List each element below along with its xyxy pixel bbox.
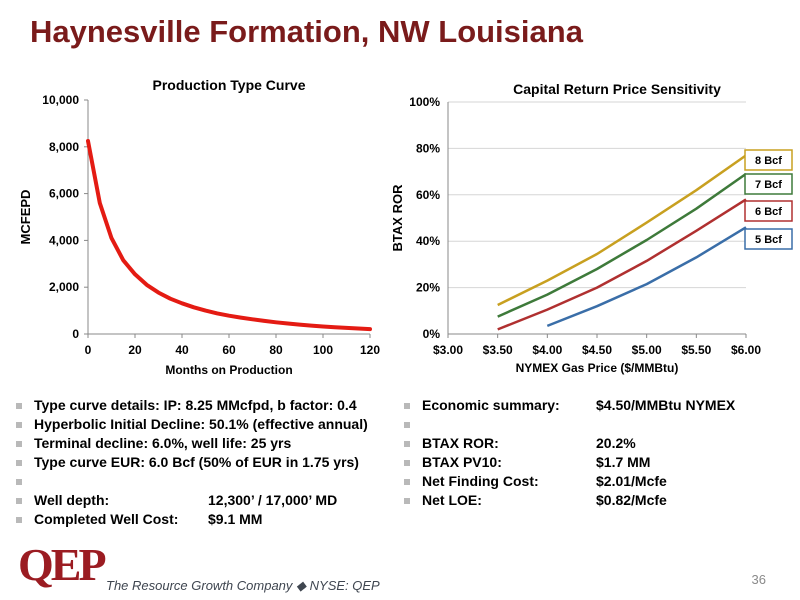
production-type-curve-chart: Production Type Curve 0 2,000 4,000 6,000 8,0… — [18, 77, 380, 377]
y-tick-label: 0% — [423, 327, 441, 341]
bullet-item: Type curve EUR: 6.0 Bcf (50% of EUR in 1… — [16, 453, 406, 472]
series-label-box — [744, 200, 793, 222]
bullet-text: Economic summary: — [422, 397, 560, 413]
bullet-text: Hyperbolic Initial Decline: 50.1% (effec… — [34, 416, 368, 432]
bullet-text: Net LOE: — [422, 492, 482, 508]
x-tick-label: 120 — [360, 343, 380, 357]
series-line-5-bcf — [546, 226, 747, 328]
x-tick-label: $3.00 — [433, 343, 463, 357]
bullet-marker-icon — [404, 441, 410, 447]
capital-return-chart: Capital Return Price Sensitivity 0% 20% 40%… — [390, 81, 793, 375]
y-tick-label: 100% — [409, 95, 440, 109]
page-number: 36 — [751, 572, 766, 587]
series-label: 5 Bcf — [755, 234, 782, 246]
series-label-box — [744, 173, 793, 195]
x-tick-label: 80 — [269, 343, 283, 357]
x-tick-label: 60 — [222, 343, 236, 357]
bullet-marker-icon — [16, 460, 22, 466]
bullet-value: 20.2% — [596, 435, 636, 451]
bullets-left: Type curve details: IP: 8.25 MMcfpd, b f… — [16, 396, 406, 529]
bullet-item: Hyperbolic Initial Decline: 50.1% (effec… — [16, 415, 406, 434]
x-tick-label: 20 — [128, 343, 142, 357]
bullet-item: Well depth: 12,300’ / 17,000’ MD — [16, 491, 406, 510]
series-label: 8 Bcf — [755, 155, 782, 167]
x-tick-label: $3.50 — [483, 343, 513, 357]
bullet-item: Terminal decline: 6.0%, well life: 25 yr… — [16, 434, 406, 453]
bullet-item: Net LOE: $0.82/Mcfe — [404, 491, 794, 510]
bullet-marker-icon — [404, 479, 410, 485]
x-tick-label: $5.00 — [632, 343, 662, 357]
x-tick-label: 100 — [313, 343, 333, 357]
bullet-empty — [404, 415, 794, 434]
x-tick-label: $4.50 — [582, 343, 612, 357]
chart-title: Production Type Curve — [153, 77, 306, 93]
bullet-text: Type curve EUR: 6.0 Bcf (50% of EUR in 1… — [34, 454, 359, 470]
bullet-text: BTAX PV10: — [422, 454, 502, 470]
series-label: 7 Bcf — [755, 179, 782, 191]
y-tick-label: 4,000 — [49, 233, 79, 247]
y-tick-label: 10,000 — [42, 93, 79, 107]
bullet-item: Completed Well Cost: $9.1 MM — [16, 510, 406, 529]
bullet-value: $9.1 MM — [208, 511, 263, 527]
y-tick-label: 60% — [416, 188, 440, 202]
series-line-7-bcf — [497, 172, 747, 318]
bullet-marker-icon — [16, 479, 22, 485]
bullet-text: Net Finding Cost: — [422, 473, 539, 489]
bullet-marker-icon — [16, 498, 22, 504]
bullet-marker-icon — [404, 460, 410, 466]
bullet-marker-icon — [16, 517, 22, 523]
bullet-item: Type curve details: IP: 8.25 MMcfpd, b f… — [16, 396, 406, 415]
bullet-marker-icon — [404, 403, 410, 409]
x-tick-label: $6.00 — [731, 343, 761, 357]
bullet-item: Net Finding Cost: $2.01/Mcfe — [404, 472, 794, 491]
y-tick-label: 80% — [416, 141, 440, 155]
footer-tagline: The Resource Growth Company ◆ NYSE: QEP — [106, 578, 380, 593]
bullet-item: BTAX ROR: 20.2% — [404, 434, 794, 453]
qep-logo: QEP — [18, 539, 108, 588]
series-line-8-bcf — [497, 154, 747, 307]
bullet-text: Type curve details: IP: 8.25 MMcfpd, b f… — [34, 397, 357, 413]
y-tick-label: 8,000 — [49, 140, 79, 154]
x-axis-label: Months on Production — [165, 363, 292, 377]
x-tick-label: 40 — [175, 343, 189, 357]
y-axis-label: BTAX ROR — [390, 184, 405, 252]
y-tick-label: 0 — [72, 327, 79, 341]
bullet-text: Well depth: — [34, 492, 110, 508]
bullet-text: Completed Well Cost: — [34, 511, 179, 527]
bullet-text: Terminal decline: 6.0%, well life: 25 yr… — [34, 435, 292, 451]
bullet-value: $2.01/Mcfe — [596, 473, 667, 489]
bullet-value: $1.7 MM — [596, 454, 651, 470]
bullet-value: $0.82/Mcfe — [596, 492, 667, 508]
slide-title: Haynesville Formation, NW Louisiana — [30, 14, 583, 49]
chart-title: Capital Return Price Sensitivity — [513, 81, 721, 97]
bullet-value: 12,300’ / 17,000’ MD — [208, 492, 338, 508]
series-label: 6 Bcf — [755, 206, 782, 218]
bullets-right: Economic summary: $4.50/MMBtu NYMEX BTAX R… — [404, 396, 794, 510]
bullet-marker-icon — [16, 441, 22, 447]
bullet-marker-icon — [404, 498, 410, 504]
series-label-box — [744, 149, 793, 171]
bullet-item: Economic summary: $4.50/MMBtu NYMEX — [404, 396, 794, 415]
bullet-marker-icon — [16, 403, 22, 409]
bullet-marker-icon — [16, 422, 22, 428]
x-tick-label: $4.00 — [532, 343, 562, 357]
production-curve-line — [86, 139, 372, 332]
y-tick-label: 40% — [416, 234, 440, 248]
bullet-marker-icon — [404, 422, 410, 428]
qep-logo-text: QEP — [18, 539, 105, 588]
bullet-value: $4.50/MMBtu NYMEX — [596, 397, 736, 413]
bullet-empty — [16, 472, 406, 491]
y-tick-label: 6,000 — [49, 187, 79, 201]
bullet-item: BTAX PV10: $1.7 MM — [404, 453, 794, 472]
x-axis-label: NYMEX Gas Price ($/MMBtu) — [516, 361, 679, 375]
x-tick-label: $5.50 — [681, 343, 711, 357]
series-label-box — [744, 228, 793, 250]
bullet-text: BTAX ROR: — [422, 435, 499, 451]
series-line-6-bcf — [497, 198, 747, 331]
y-axis-label: MCFEPD — [18, 190, 33, 245]
y-tick-label: 20% — [416, 281, 440, 295]
x-tick-label: 0 — [85, 343, 92, 357]
y-tick-label: 2,000 — [49, 280, 79, 294]
